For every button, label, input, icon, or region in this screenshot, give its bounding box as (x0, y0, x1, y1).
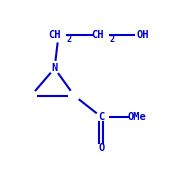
Text: 2: 2 (66, 35, 71, 44)
Text: OH: OH (136, 30, 149, 40)
Text: O: O (98, 143, 105, 153)
Text: CH: CH (91, 30, 103, 40)
Text: CH: CH (48, 30, 60, 40)
Text: C: C (98, 112, 105, 122)
Text: OMe: OMe (127, 112, 146, 122)
Text: N: N (51, 63, 58, 73)
Text: 2: 2 (109, 35, 114, 44)
